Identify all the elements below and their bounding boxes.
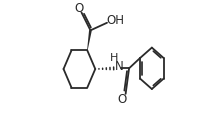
Text: O: O [117, 93, 126, 106]
Text: OH: OH [106, 14, 124, 26]
Text: N: N [114, 60, 123, 73]
Text: O: O [74, 2, 84, 15]
Text: H: H [109, 53, 118, 63]
Polygon shape [87, 30, 92, 51]
